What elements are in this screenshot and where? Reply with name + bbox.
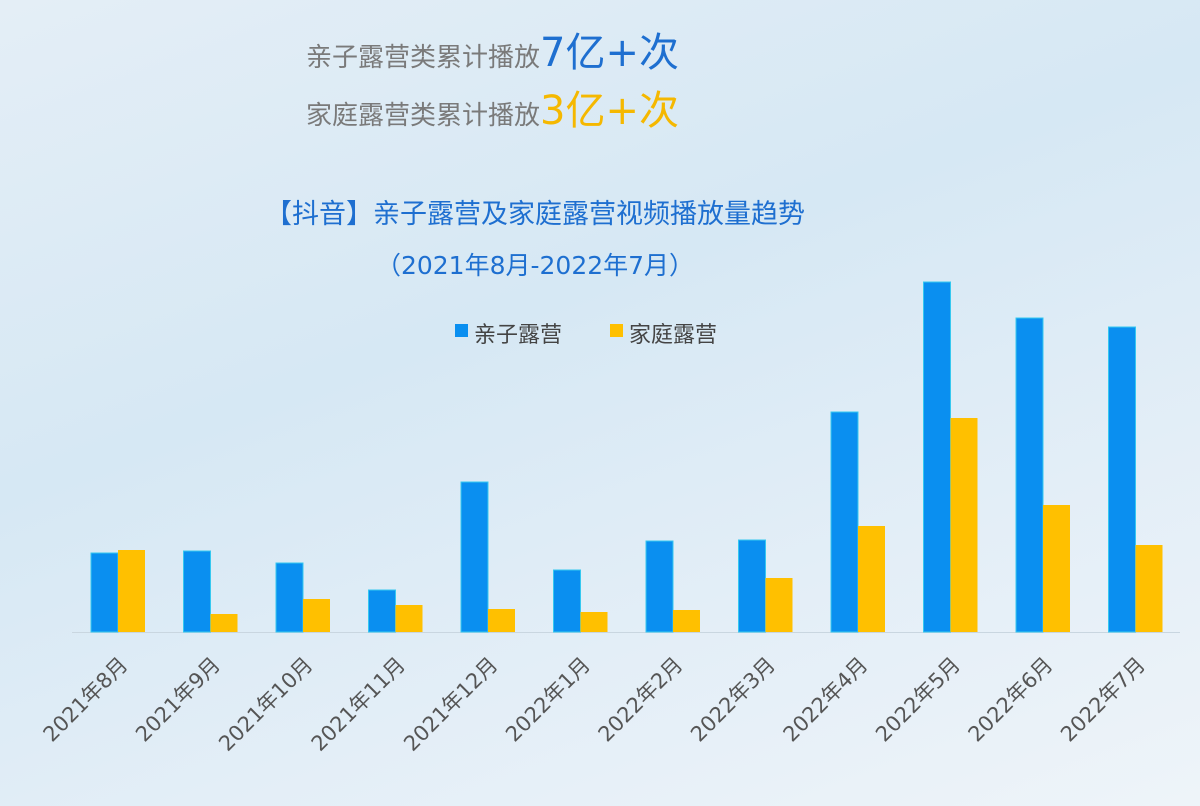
x-tick-label: 2022年3月 (686, 653, 780, 747)
bar-parent-child (830, 411, 859, 633)
stat-label: 亲子露营类累计播放 (306, 43, 541, 73)
stat-value: 7亿+次 (540, 30, 679, 76)
legend-swatch-orange (610, 324, 623, 337)
bar-family (210, 614, 238, 632)
bar-parent-child (460, 481, 489, 633)
bar-parent-child (923, 281, 951, 633)
x-tick-label: 2022年1月 (501, 653, 595, 747)
x-tick-label: 2021年8月 (39, 653, 133, 747)
bar-family (580, 612, 608, 632)
bar-family (673, 610, 700, 632)
bar-family (303, 599, 330, 632)
x-tick-label: 2022年4月 (779, 653, 873, 747)
bar-parent-child (275, 562, 304, 633)
chart-subtitle: （2021年8月-2022年7月） (375, 251, 695, 280)
stat-label: 家庭露营类累计播放 (306, 101, 541, 131)
legend-swatch-blue (455, 324, 468, 337)
bar-family (950, 418, 978, 632)
bar-parent-child (183, 550, 211, 633)
bar-parent-child (1108, 326, 1136, 633)
bar-parent-child (553, 569, 581, 633)
x-tick-label: 2022年6月 (964, 653, 1058, 747)
x-tick-label: 2021年9月 (131, 653, 225, 747)
legend-label: 家庭露营 (629, 323, 717, 348)
bar-family (1043, 505, 1070, 632)
legend-label: 亲子露营 (474, 323, 562, 348)
bar-family (858, 526, 885, 632)
bar-parent-child (645, 540, 674, 633)
stat-family: 家庭露营类累计播放3亿+次 (306, 78, 679, 136)
x-tick-label: 2022年5月 (871, 653, 965, 747)
bar-family (395, 605, 423, 632)
x-tick-label: 2021年11月 (307, 653, 410, 756)
stat-value: 3亿+次 (540, 88, 679, 134)
bar-parent-child (1015, 317, 1044, 633)
x-tick-label: 2021年12月 (399, 653, 502, 756)
bar-family (1135, 545, 1163, 632)
x-tick-label: 2022年2月 (594, 653, 688, 747)
bar-parent-child (738, 539, 766, 633)
bar-family (118, 550, 145, 632)
x-tick-label: 2021年10月 (214, 653, 317, 756)
bar-family (765, 578, 793, 632)
bar-parent-child (368, 589, 396, 633)
bar-parent-child (90, 552, 119, 633)
chart-title: 【抖音】亲子露营及家庭露营视频播放量趋势 (265, 199, 805, 230)
x-tick-label: 2022年7月 (1056, 653, 1150, 747)
legend: 亲子露营 家庭露营 (455, 323, 717, 348)
stat-parent-child: 亲子露营类累计播放7亿+次 (306, 20, 679, 78)
bar-family (488, 609, 515, 632)
